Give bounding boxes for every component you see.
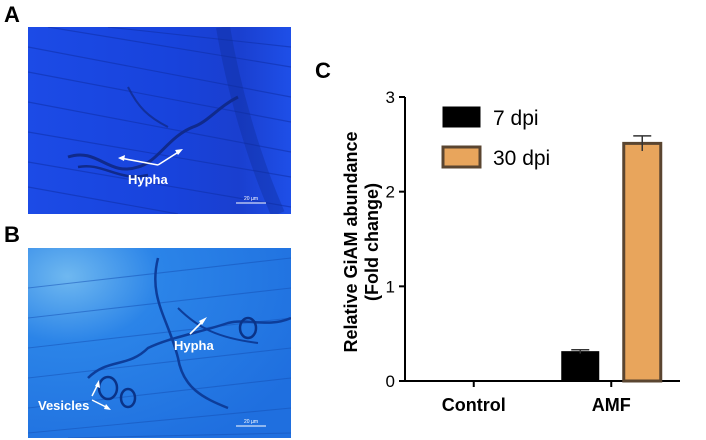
x-tick-label-control: Control [442,395,506,415]
legend-label-0: 7 dpi [493,107,539,130]
legend-swatch-0 [442,106,481,128]
y-tick-label-0: 0 [386,372,395,391]
bar-amf-30-dpi [622,141,663,383]
legend-label-1: 30 dpi [493,147,550,170]
panel-b-label: B [4,222,20,247]
micrograph-b: Hypha Vesicles 20 µm [28,248,291,438]
y-tick-label-2: 2 [386,183,395,202]
y-tick-label-1: 1 [386,277,395,296]
legend-swatch-1 [441,145,482,169]
annotation-hypha-a: Hypha [128,172,169,187]
annotation-vesicles-b: Vesicles [38,398,89,413]
annotation-hypha-b: Hypha [174,338,215,353]
y-axis-title-line2: (Fold change) [362,183,382,301]
scale-bar-b-label: 20 µm [244,419,258,425]
scale-bar-a-label: 20 µm [244,196,258,202]
bar-chart: 0 1 2 3 Control AMF 7 dpi 30 dpi Relative GiAM … [341,88,680,415]
bar-amf-7-dpi [561,351,600,382]
y-axis-title-line1: Relative GiAM abundance [341,131,361,352]
y-tick-label-3: 3 [386,88,395,107]
micrograph-a: Hypha 20 µm [28,27,291,214]
arrow-hypha-a-left [119,157,159,166]
panel-a-label: A [4,2,20,27]
panel-c-label: C [315,58,331,83]
x-tick-label-amf: AMF [592,395,631,415]
